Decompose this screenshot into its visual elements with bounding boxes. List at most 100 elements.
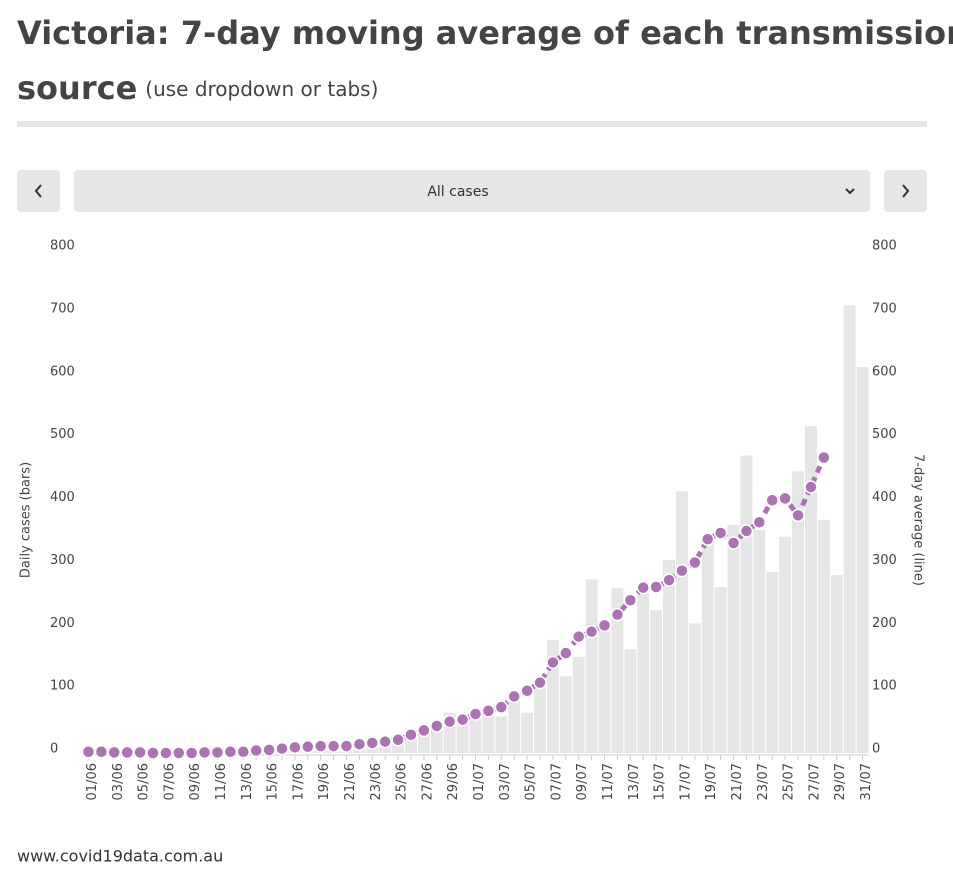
bar xyxy=(495,716,508,753)
y2-tick-label: 800 xyxy=(872,239,897,254)
bar xyxy=(443,712,456,753)
point xyxy=(636,580,650,595)
next-icon xyxy=(902,184,910,198)
bar xyxy=(766,571,779,753)
bar xyxy=(456,722,469,753)
bar xyxy=(417,731,430,753)
bar xyxy=(392,743,405,753)
point xyxy=(533,675,547,690)
bar xyxy=(405,734,417,753)
x-tick-label: 19/06 xyxy=(317,763,332,800)
x-tick-label: 07/06 xyxy=(162,763,177,800)
point xyxy=(778,491,792,506)
bar xyxy=(817,519,830,753)
x-tick-label: 11/06 xyxy=(214,763,229,800)
point xyxy=(326,739,341,753)
bar xyxy=(675,491,688,753)
bar xyxy=(688,623,701,753)
x-tick-label: 05/07 xyxy=(524,763,539,800)
y-tick-label: 400 xyxy=(50,490,75,505)
point xyxy=(223,744,238,759)
point xyxy=(571,629,586,644)
y2-tick-label: 200 xyxy=(872,616,897,631)
bar xyxy=(534,682,546,753)
point xyxy=(546,655,560,670)
bar xyxy=(830,575,843,753)
bar xyxy=(430,727,443,753)
x-tick-label: 21/07 xyxy=(730,763,745,800)
y-tick-label: 100 xyxy=(50,679,75,694)
y2-tick-label: 700 xyxy=(872,301,897,316)
bar xyxy=(559,676,572,753)
bar xyxy=(779,536,792,753)
x-tick-label: 25/07 xyxy=(782,763,797,800)
point xyxy=(726,536,741,550)
footer: www.covid19data.com.au xyxy=(17,847,223,866)
x-tick-label: 29/06 xyxy=(446,763,461,800)
bar xyxy=(804,426,817,753)
point xyxy=(288,740,302,755)
y-axis-label: Daily cases (bars) xyxy=(19,462,34,578)
point xyxy=(236,744,251,759)
point xyxy=(352,737,367,751)
bar xyxy=(521,712,534,753)
y-tick-label: 800 xyxy=(50,239,75,254)
point xyxy=(584,624,599,639)
bar xyxy=(598,620,611,753)
subtitle: (use dropdown or tabs) xyxy=(145,77,378,101)
point xyxy=(468,707,483,721)
point xyxy=(688,555,702,570)
y-tick-label: 300 xyxy=(50,553,75,568)
x-tick-label: 15/07 xyxy=(653,763,668,800)
next-button[interactable] xyxy=(884,170,927,212)
point xyxy=(494,700,509,714)
point xyxy=(481,704,496,718)
prev-icon xyxy=(34,184,42,198)
x-tick-label: 09/07 xyxy=(575,763,590,800)
bar xyxy=(740,455,753,753)
point xyxy=(404,728,418,742)
point xyxy=(455,712,470,727)
x-tick-label: 27/07 xyxy=(807,763,822,800)
point xyxy=(378,734,392,749)
x-tick-label: 19/07 xyxy=(704,763,719,800)
point xyxy=(507,689,521,704)
y2-tick-label: 500 xyxy=(872,427,897,442)
x-tick-label: 07/07 xyxy=(549,763,564,800)
y-tick-label: 200 xyxy=(50,616,75,631)
point xyxy=(94,744,109,759)
point xyxy=(430,719,444,733)
bar xyxy=(714,587,727,753)
point xyxy=(817,450,831,465)
x-tick-label: 17/07 xyxy=(678,763,693,800)
point xyxy=(649,580,663,594)
x-tick-label: 21/06 xyxy=(343,763,358,800)
y2-tick-label: 400 xyxy=(872,490,897,505)
x-tick-label: 29/07 xyxy=(833,763,848,800)
point xyxy=(520,684,534,698)
point xyxy=(365,736,380,750)
point xyxy=(120,745,134,760)
x-tick-label: 11/07 xyxy=(601,763,616,800)
y-tick-label: 0 xyxy=(50,742,58,757)
prev-button[interactable] xyxy=(17,170,60,212)
bar xyxy=(650,610,663,753)
bar xyxy=(637,593,650,753)
bar xyxy=(508,694,521,753)
point xyxy=(146,746,160,760)
bar xyxy=(856,366,869,753)
point xyxy=(159,746,173,760)
point xyxy=(301,739,315,754)
y2-tick-label: 600 xyxy=(872,364,897,379)
x-tick-label: 01/06 xyxy=(85,763,100,800)
point xyxy=(210,745,225,760)
point xyxy=(275,741,289,756)
dropdown[interactable] xyxy=(74,170,870,212)
y-tick-label: 500 xyxy=(50,427,75,442)
point xyxy=(752,515,767,529)
point xyxy=(442,714,457,729)
dropdown-label: All cases xyxy=(427,184,488,200)
point xyxy=(313,739,328,753)
bar xyxy=(727,524,740,753)
